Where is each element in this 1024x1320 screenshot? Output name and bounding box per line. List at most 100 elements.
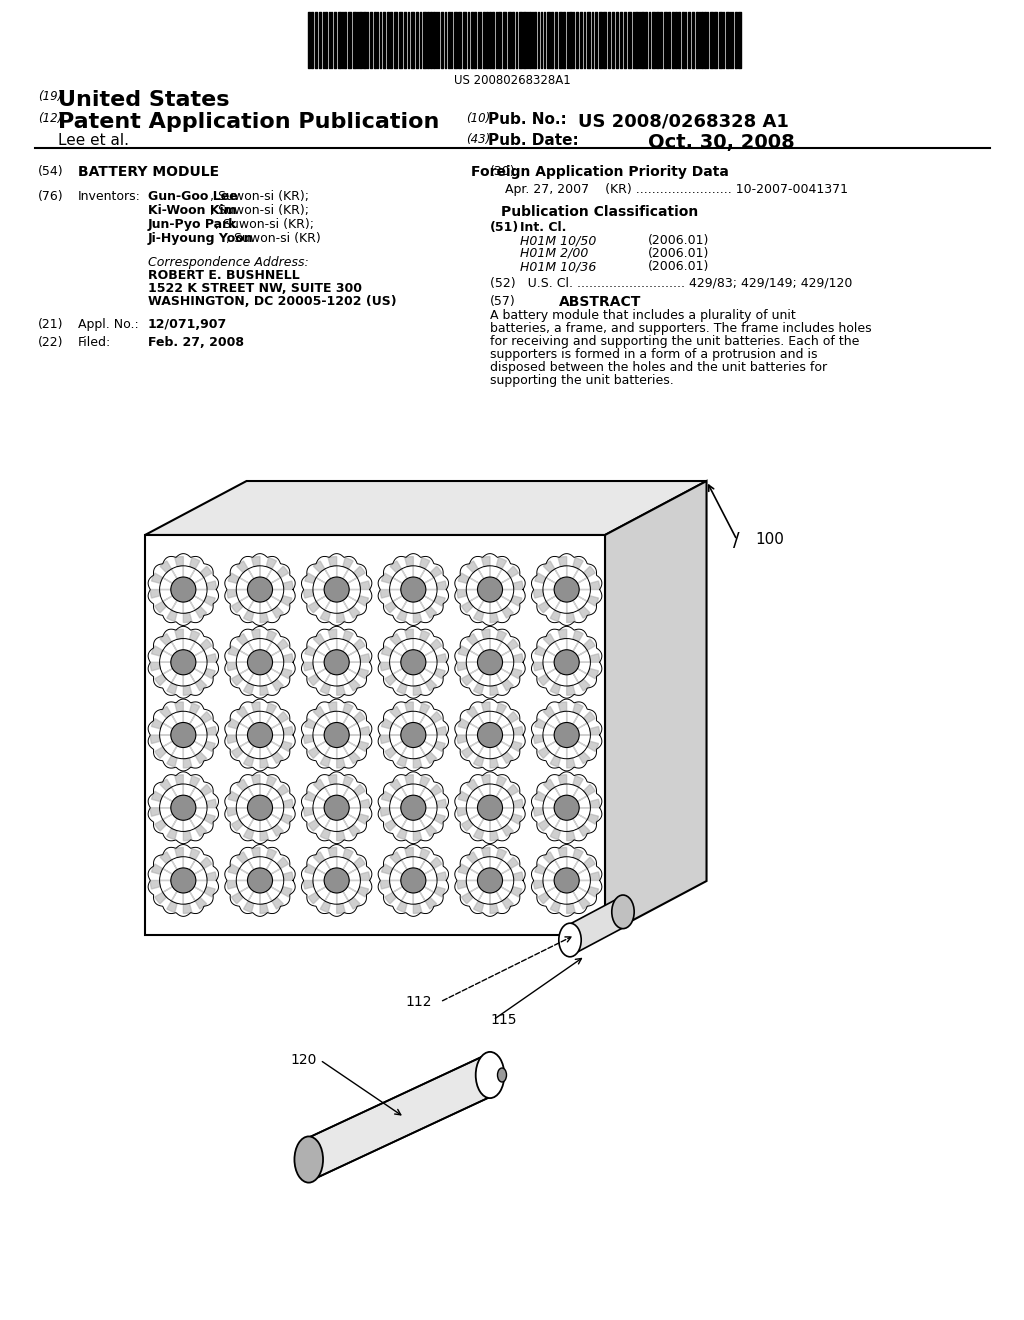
Polygon shape xyxy=(566,590,575,623)
Polygon shape xyxy=(414,857,442,880)
Text: (51): (51) xyxy=(490,220,519,234)
Polygon shape xyxy=(183,590,215,606)
Text: A battery module that includes a plurality of unit: A battery module that includes a plurali… xyxy=(490,309,796,322)
Polygon shape xyxy=(390,561,414,590)
Polygon shape xyxy=(260,880,268,913)
Polygon shape xyxy=(260,880,292,896)
Polygon shape xyxy=(244,663,260,694)
Polygon shape xyxy=(260,590,292,606)
Polygon shape xyxy=(151,663,183,671)
Polygon shape xyxy=(455,845,525,916)
Text: disposed between the holes and the unit batteries for: disposed between the holes and the unit … xyxy=(490,360,827,374)
Polygon shape xyxy=(544,561,566,590)
Circle shape xyxy=(325,722,349,747)
Polygon shape xyxy=(481,847,490,880)
Polygon shape xyxy=(397,590,414,622)
Ellipse shape xyxy=(476,1052,504,1098)
Polygon shape xyxy=(304,735,337,743)
Polygon shape xyxy=(566,566,595,590)
Polygon shape xyxy=(539,735,566,758)
Polygon shape xyxy=(237,851,260,880)
Polygon shape xyxy=(467,634,490,663)
Polygon shape xyxy=(301,627,372,698)
Polygon shape xyxy=(183,590,207,618)
Circle shape xyxy=(171,722,196,747)
Polygon shape xyxy=(175,557,183,590)
Polygon shape xyxy=(260,735,268,768)
Polygon shape xyxy=(227,663,260,671)
Polygon shape xyxy=(183,808,191,841)
Polygon shape xyxy=(337,735,345,768)
Polygon shape xyxy=(390,779,414,808)
Polygon shape xyxy=(539,663,566,685)
Polygon shape xyxy=(457,808,490,816)
Polygon shape xyxy=(337,880,345,913)
Polygon shape xyxy=(260,735,292,751)
Polygon shape xyxy=(175,702,183,735)
Polygon shape xyxy=(490,581,523,590)
Polygon shape xyxy=(467,779,490,808)
Polygon shape xyxy=(414,639,442,663)
Polygon shape xyxy=(321,880,337,912)
Polygon shape xyxy=(260,590,268,623)
Polygon shape xyxy=(385,880,414,904)
Polygon shape xyxy=(183,880,207,909)
Polygon shape xyxy=(183,776,200,808)
Polygon shape xyxy=(260,880,284,909)
Polygon shape xyxy=(531,627,602,698)
Polygon shape xyxy=(252,847,260,880)
Polygon shape xyxy=(175,630,183,663)
Text: supporting the unit batteries.: supporting the unit batteries. xyxy=(490,374,674,387)
Polygon shape xyxy=(490,663,513,690)
Polygon shape xyxy=(225,700,295,771)
Polygon shape xyxy=(244,880,260,912)
Polygon shape xyxy=(380,808,414,816)
Polygon shape xyxy=(467,851,490,880)
Text: batteries, a frame, and supporters. The frame includes holes: batteries, a frame, and supporters. The … xyxy=(490,322,871,335)
Circle shape xyxy=(171,577,196,602)
Polygon shape xyxy=(337,663,360,690)
Polygon shape xyxy=(337,711,366,735)
Polygon shape xyxy=(566,663,575,696)
Polygon shape xyxy=(260,808,284,837)
Polygon shape xyxy=(225,553,295,626)
Polygon shape xyxy=(455,700,525,771)
Polygon shape xyxy=(151,880,183,888)
Circle shape xyxy=(325,795,349,820)
Polygon shape xyxy=(305,718,337,735)
Polygon shape xyxy=(378,700,449,771)
Polygon shape xyxy=(183,581,216,590)
Polygon shape xyxy=(534,880,566,888)
Polygon shape xyxy=(481,557,490,590)
Polygon shape xyxy=(152,865,183,880)
Polygon shape xyxy=(566,704,583,735)
Polygon shape xyxy=(260,784,289,808)
Ellipse shape xyxy=(295,1137,323,1183)
Polygon shape xyxy=(566,808,598,824)
Polygon shape xyxy=(490,663,522,678)
Polygon shape xyxy=(473,808,490,840)
Text: , Suwon-si (KR);: , Suwon-si (KR); xyxy=(210,190,308,203)
Polygon shape xyxy=(534,808,566,816)
Polygon shape xyxy=(301,772,372,843)
Polygon shape xyxy=(145,480,707,535)
Polygon shape xyxy=(550,880,566,912)
Polygon shape xyxy=(473,663,490,694)
Polygon shape xyxy=(155,735,183,758)
Polygon shape xyxy=(152,791,183,808)
Polygon shape xyxy=(337,857,366,880)
Polygon shape xyxy=(148,700,218,771)
Polygon shape xyxy=(414,566,442,590)
Polygon shape xyxy=(152,645,183,663)
Polygon shape xyxy=(321,808,337,840)
Polygon shape xyxy=(566,784,595,808)
Circle shape xyxy=(325,869,349,894)
Circle shape xyxy=(325,577,349,602)
Polygon shape xyxy=(390,851,414,880)
Polygon shape xyxy=(260,653,293,663)
Polygon shape xyxy=(328,630,337,663)
Polygon shape xyxy=(531,845,602,916)
Polygon shape xyxy=(490,726,523,735)
Polygon shape xyxy=(260,581,293,590)
Text: Appl. No.:: Appl. No.: xyxy=(78,318,138,331)
